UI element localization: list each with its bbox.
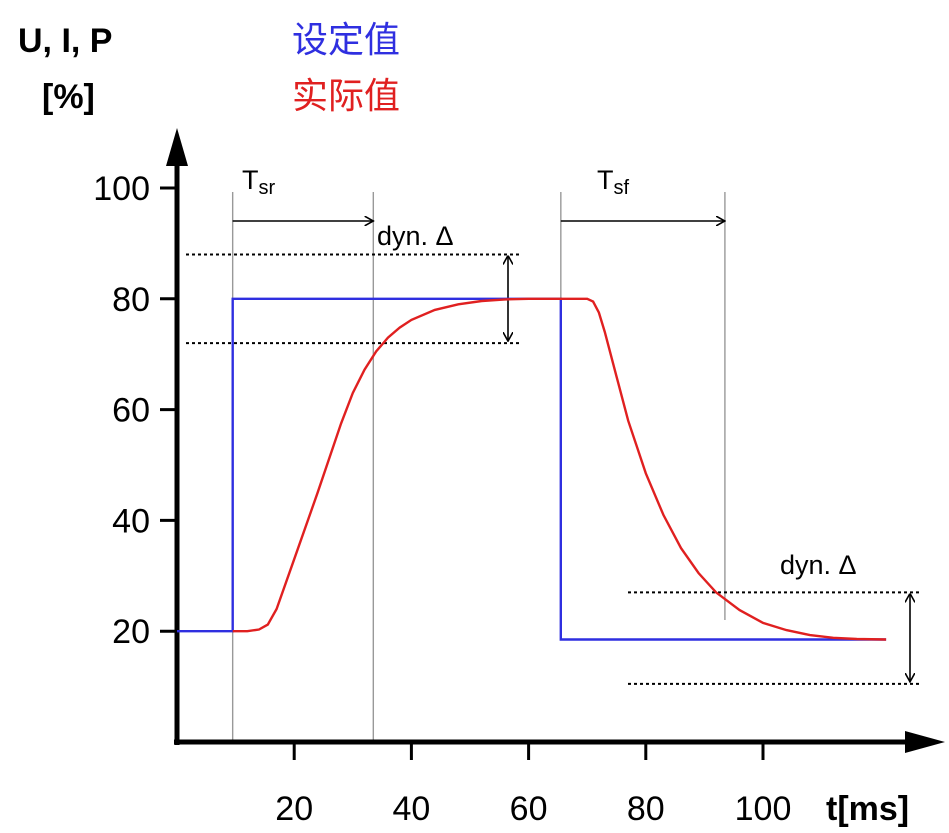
y-tick-label: 20 bbox=[112, 613, 150, 651]
legend-setpoint: 设定值 bbox=[292, 19, 400, 60]
x-tick-label: 80 bbox=[627, 790, 665, 828]
annotations: Tsr Tsf dyn. Δ dyn. Δ bbox=[242, 165, 857, 580]
x-tick-label: 100 bbox=[735, 790, 792, 828]
y-tick-label: 60 bbox=[112, 392, 150, 430]
x-axis-label: t[ms] bbox=[826, 790, 909, 828]
x-tick-label: 60 bbox=[510, 790, 548, 828]
y-tick-label: 40 bbox=[112, 502, 150, 540]
t-rise-label: Tsr bbox=[242, 165, 276, 199]
tolerance-bands bbox=[186, 253, 920, 685]
y-tick-label: 100 bbox=[93, 170, 150, 208]
t-fall-label: Tsf bbox=[597, 165, 630, 199]
reference-lines bbox=[231, 192, 725, 742]
series-actual-line bbox=[232, 297, 887, 641]
dyn-delta-label-fall: dyn. Δ bbox=[780, 550, 857, 580]
x-tick-label: 20 bbox=[275, 790, 313, 828]
x-tick-label: 40 bbox=[392, 790, 430, 828]
y-axis-arrow bbox=[166, 128, 188, 166]
x-axis-arrow bbox=[905, 731, 945, 753]
y-tick-label: 80 bbox=[112, 281, 150, 319]
y-axis-label-line2: [%] bbox=[42, 78, 95, 116]
legend-actual: 实际值 bbox=[292, 75, 400, 116]
y-axis-label-line1: U, I, P bbox=[18, 22, 112, 60]
series-setpoint-line bbox=[177, 297, 887, 641]
axis-ticks: 20 40 60 80 100 20 40 60 80 100 bbox=[93, 170, 791, 828]
dyn-delta-label-rise: dyn. Δ bbox=[377, 221, 454, 251]
